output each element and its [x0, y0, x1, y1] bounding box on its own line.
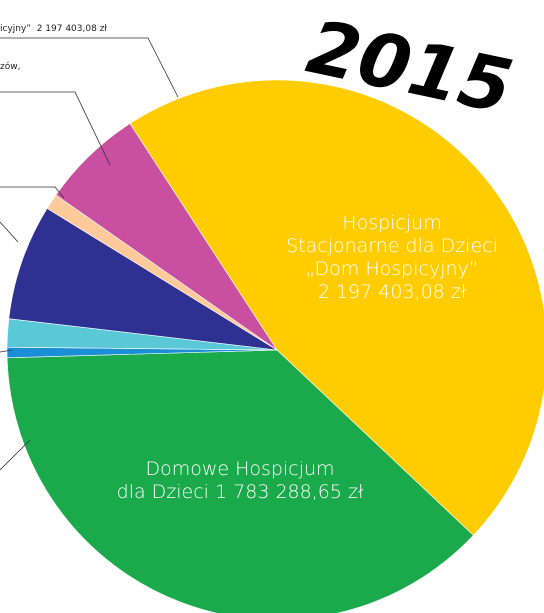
- category-label: Hospicjum Stacjonarne dla Dzieci „Dom Ho…: [286, 212, 498, 280]
- slice-label: Hospicjum Stacjonarne dla Dzieci „Dom Ho…: [232, 212, 544, 304]
- slice-label: Domowe Hospicjum dla Dzieci 1 783 288,65…: [70, 458, 410, 504]
- pie-slice: [129, 79, 544, 536]
- pie-slice: [6, 349, 474, 613]
- leader-line: [0, 439, 31, 471]
- value-label: 2 197 403,08 zł: [317, 281, 467, 303]
- leader-line: [0, 186, 65, 199]
- leader-line: [0, 91, 111, 166]
- pie-slice: [8, 207, 278, 351]
- leader-line: [0, 37, 179, 98]
- annotation: zów,: [0, 62, 21, 72]
- annotation: icyjny” 2 197 403,08 zł: [0, 24, 107, 34]
- pie-slice: [55, 123, 278, 351]
- leader-line: [0, 221, 19, 243]
- category-label: Domowe Hospicjum dla Dzieci: [116, 458, 335, 503]
- leader-line: [0, 349, 13, 353]
- value-label: 1 783 288,65 zł: [215, 481, 364, 503]
